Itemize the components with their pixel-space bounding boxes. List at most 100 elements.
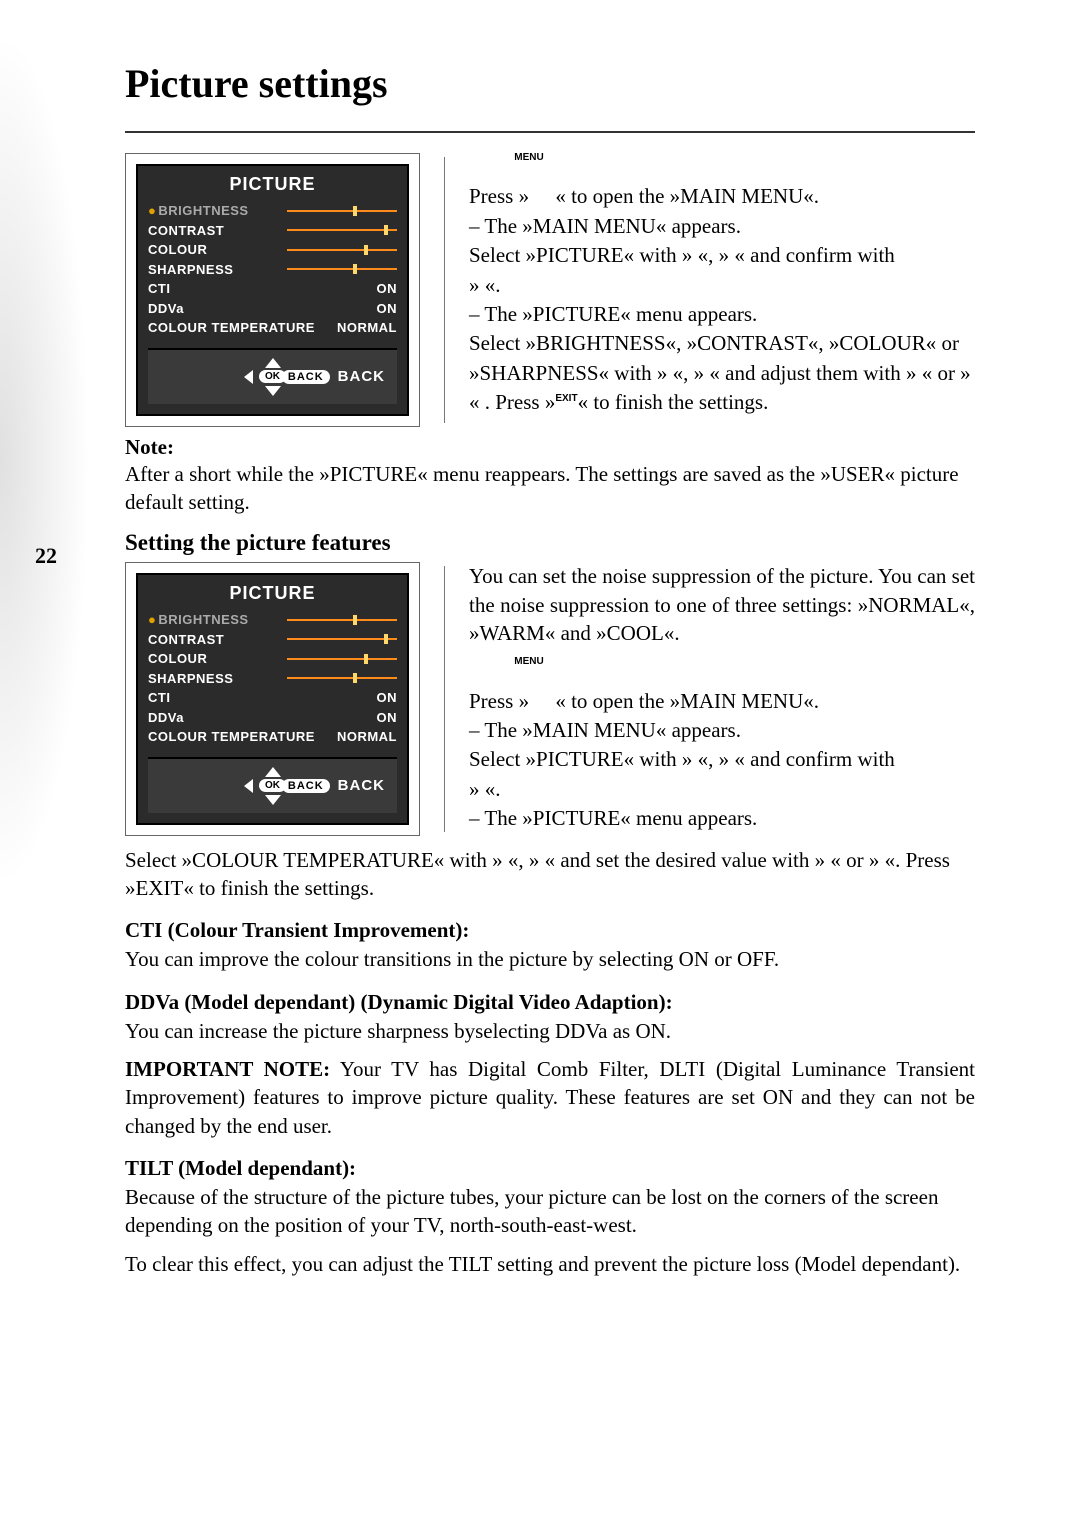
osd-screenshot-2: PICTURE ●BRIGHTNESSCONTRASTCOLOURSHARPNE… [125, 562, 420, 836]
osd-slider [287, 264, 397, 274]
osd-item: CONTRAST [148, 630, 397, 650]
osd-item: DDVa ON [148, 708, 397, 728]
vertical-divider [444, 157, 445, 423]
osd-item-label: ●BRIGHTNESS [148, 201, 249, 221]
page-number: 22 [35, 543, 57, 569]
osd-item-label: SHARPNESS [148, 669, 233, 689]
vertical-divider [444, 566, 445, 832]
step-line: Press » « to open the »MAIN MENU«. [469, 182, 975, 211]
osd-screenshot-1: PICTURE ●BRIGHTNESSCONTRASTCOLOURSHARPNE… [125, 153, 420, 427]
step-line: Select »BRIGHTNESS«, »CONTRAST«, »COLOUR… [469, 329, 975, 417]
important-note: IMPORTANT NOTE: Your TV has Digital Comb… [125, 1055, 975, 1140]
important-heading: IMPORTANT NOTE: [125, 1057, 330, 1081]
back-group: BACK BACK [282, 368, 385, 385]
step-line: » «. [469, 775, 975, 804]
osd-slider [287, 654, 397, 664]
osd-item-label: CTI [148, 688, 170, 708]
arrow-down-icon [265, 795, 281, 805]
step-line: Press » « to open the »MAIN MENU«. [469, 687, 975, 716]
osd-item-value: NORMAL [337, 727, 397, 747]
instructions-1: MENU Press » « to open the »MAIN MENU«. … [469, 153, 975, 418]
subheading: Setting the picture features [125, 530, 975, 556]
osd-slider [287, 245, 397, 255]
arrow-left-icon [244, 370, 253, 384]
osd-item-label: CONTRAST [148, 630, 224, 650]
osd-title: PICTURE [148, 583, 397, 604]
osd-item: ●BRIGHTNESS [148, 201, 397, 221]
osd-footer: OK BACK BACK [148, 757, 397, 813]
osd-item-value: NORMAL [337, 318, 397, 338]
osd-inner: PICTURE ●BRIGHTNESSCONTRASTCOLOURSHARPNE… [136, 164, 409, 416]
menu-label: MENU [514, 151, 543, 165]
osd-item: CTI ON [148, 279, 397, 299]
osd-item: COLOUR [148, 240, 397, 260]
tilt-body-2: To clear this effect, you can adjust the… [125, 1250, 975, 1278]
ddva-body: You can increase the picture sharpness b… [125, 1017, 975, 1045]
block-picture-basic: PICTURE ●BRIGHTNESSCONTRASTCOLOURSHARPNE… [125, 153, 975, 427]
arrow-up-icon [265, 767, 281, 777]
back-pill: BACK [282, 370, 330, 384]
ddva-heading: DDVa (Model dependant) (Dynamic Digital … [125, 990, 975, 1015]
osd-item-value: ON [377, 299, 398, 319]
arrow-up-icon [265, 358, 281, 368]
instructions-2: You can set the noise suppression of the… [469, 562, 975, 833]
note-body: After a short while the »PICTURE« menu r… [125, 460, 975, 517]
osd-item: COLOUR [148, 649, 397, 669]
osd-slider [287, 615, 397, 625]
colourtemp-line: Select »COLOUR TEMPERATURE« with » «, » … [125, 846, 975, 903]
osd-item-label: DDVa [148, 708, 184, 728]
content: Picture settings PICTURE ●BRIGHTNESSCONT… [125, 60, 975, 1278]
left-gutter: 22 [0, 0, 95, 1527]
exit-label: EXIT [555, 393, 577, 404]
step-line: – The »MAIN MENU« appears. [469, 716, 975, 745]
osd-item-label: SHARPNESS [148, 260, 233, 280]
osd-footer: OK BACK BACK [148, 348, 397, 404]
osd-item-label: COLOUR [148, 240, 207, 260]
osd-item: SHARPNESS [148, 669, 397, 689]
osd-item-value: ON [377, 279, 398, 299]
tilt-body-1: Because of the structure of the picture … [125, 1183, 975, 1240]
osd-item-label: COLOUR [148, 649, 207, 669]
osd-arrows-row: OK BACK BACK [156, 370, 389, 384]
step-line: Select »PICTURE« with » «, » « and confi… [469, 241, 975, 270]
step-line: – The »PICTURE« menu appears. [469, 804, 975, 833]
osd-item: ●BRIGHTNESS [148, 610, 397, 630]
cti-heading: CTI (Colour Transient Improvement): [125, 918, 975, 943]
osd-item-value: ON [377, 708, 398, 728]
osd-item-label: COLOUR TEMPERATURE [148, 318, 315, 338]
osd-item: COLOUR TEMPERATURE NORMAL [148, 318, 397, 338]
osd-slider [287, 225, 397, 235]
title-rule [125, 131, 975, 133]
exit-label: EXIT [136, 876, 184, 900]
osd-item-label: ●BRIGHTNESS [148, 610, 249, 630]
step-line: » «. [469, 271, 975, 300]
step-line: Select »PICTURE« with » «, » « and confi… [469, 745, 975, 774]
tilt-heading: TILT (Model dependant): [125, 1156, 975, 1181]
osd-item-label: CTI [148, 279, 170, 299]
arrow-left-icon [244, 779, 253, 793]
osd-item: SHARPNESS [148, 260, 397, 280]
osd-item-label: COLOUR TEMPERATURE [148, 727, 315, 747]
osd-item: COLOUR TEMPERATURE NORMAL [148, 727, 397, 747]
osd-slider [287, 634, 397, 644]
osd-slider [287, 673, 397, 683]
features-intro: You can set the noise suppression of the… [469, 562, 975, 647]
arrow-down-icon [265, 386, 281, 396]
osd-item: CONTRAST [148, 221, 397, 241]
page-title: Picture settings [125, 60, 975, 107]
cti-body: You can improve the colour transitions i… [125, 945, 975, 973]
back-group: BACK BACK [282, 777, 385, 794]
page: 22 Picture settings PICTURE ●BRIGHTNESSC… [0, 0, 1080, 1527]
gutter-shade [0, 30, 90, 890]
osd-slider [287, 206, 397, 216]
step-line: – The »MAIN MENU« appears. [469, 212, 975, 241]
osd-item-label: CONTRAST [148, 221, 224, 241]
osd-item: DDVaON [148, 299, 397, 319]
note-heading: Note: [125, 435, 975, 460]
back-label: BACK [338, 368, 385, 385]
osd-item-value: ON [377, 688, 398, 708]
osd-arrows-row: OK BACK BACK [156, 779, 389, 793]
osd-title: PICTURE [148, 174, 397, 195]
osd-inner: PICTURE ●BRIGHTNESSCONTRASTCOLOURSHARPNE… [136, 573, 409, 825]
step-line: – The »PICTURE« menu appears. [469, 300, 975, 329]
